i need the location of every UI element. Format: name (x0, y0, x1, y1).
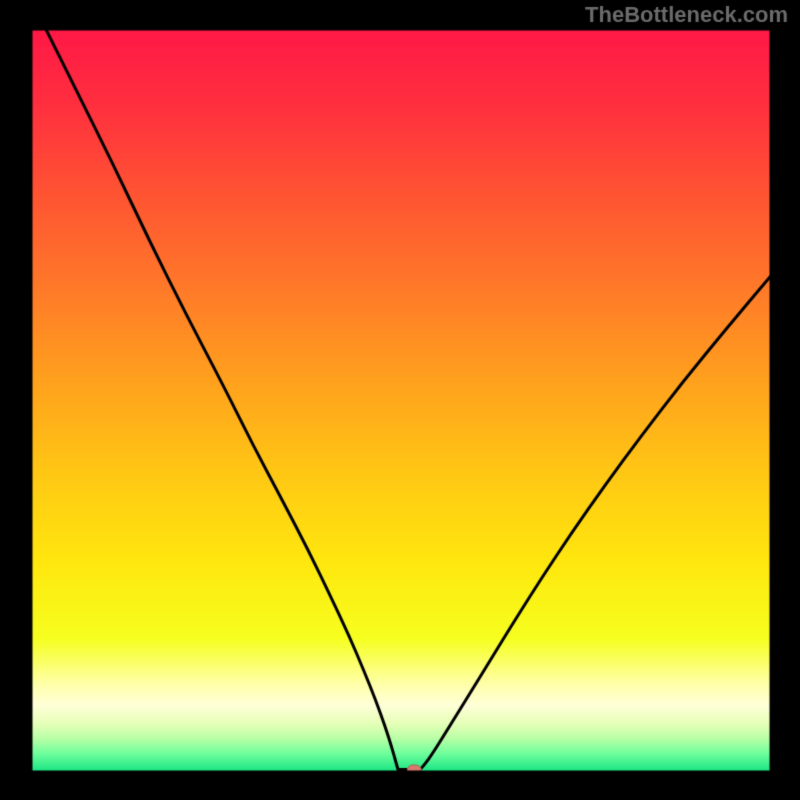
bottleneck-chart (0, 0, 800, 800)
